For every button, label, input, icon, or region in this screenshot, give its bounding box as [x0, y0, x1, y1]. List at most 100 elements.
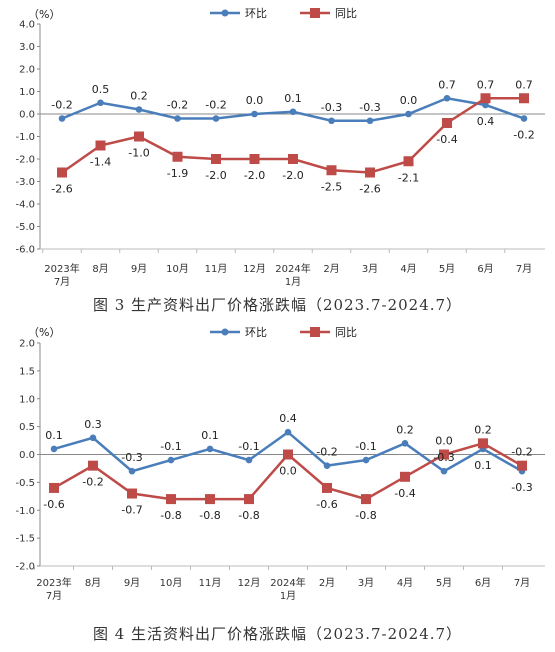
data-point-0: [362, 456, 370, 464]
data-point-0: [440, 467, 448, 475]
y-tick-label: -1.0: [15, 506, 35, 517]
data-label-0: -0.3: [359, 101, 380, 114]
data-point-1: [326, 165, 337, 176]
legend-marker-0: [221, 328, 229, 336]
data-label-0: 0.2: [396, 423, 414, 436]
legend-marker-1: [310, 8, 320, 18]
data-label-0: 0.3: [84, 418, 102, 431]
data-label-0: 0.4: [279, 412, 297, 425]
data-point-1: [517, 460, 527, 471]
y-tick-label: 2.0: [19, 65, 35, 76]
data-point-0: [482, 101, 489, 109]
x-tick-label: 11月: [199, 577, 222, 589]
x-tick-label: 3月: [362, 263, 378, 275]
data-label-1: 0.7: [477, 78, 495, 91]
x-tick-label: 4月: [400, 263, 416, 275]
x-tick-label: 7月: [516, 263, 532, 275]
chart-caption-living: 图 4 生活资料出厂价格涨跌幅（2023.7-2024.7）: [92, 625, 463, 643]
data-label-1: -0.6: [43, 498, 64, 511]
x-tick-label: 1月: [285, 276, 301, 288]
data-point-1: [283, 449, 293, 460]
data-label-0: 0.0: [400, 94, 418, 107]
data-label-1: -0.8: [199, 509, 220, 522]
data-point-1: [244, 494, 254, 505]
y-tick-label: -2.0: [15, 155, 35, 166]
data-point-1: [442, 118, 452, 128]
y-tick-label: 1.0: [19, 394, 35, 405]
x-tick-label: 12月: [243, 263, 266, 275]
data-label-0: 0.1: [284, 92, 302, 105]
data-label-0: -0.1: [238, 440, 259, 453]
data-label-0: -0.3: [511, 481, 532, 494]
y-tick-label: -1.0: [15, 132, 35, 143]
data-label-0: -0.2: [316, 446, 337, 459]
data-label-1: -0.4: [436, 133, 457, 146]
data-label-1: -0.8: [238, 509, 259, 522]
data-label-0: -0.1: [160, 440, 181, 453]
y-tick-label: 4.0: [19, 20, 35, 31]
data-point-0: [58, 115, 66, 122]
x-tick-label: 4月: [397, 577, 413, 589]
data-label-0: 0.7: [438, 78, 456, 91]
data-point-0: [284, 428, 292, 436]
legend-label-1: 同比: [335, 326, 357, 339]
x-tick-label: 2023年: [44, 262, 79, 275]
x-tick-label: 5月: [436, 577, 452, 589]
y-tick-label: -3.0: [15, 177, 35, 188]
y-tick-label: 0.0: [19, 110, 35, 121]
data-label-0: -0.2: [51, 99, 72, 112]
y-tick-label: -6.0: [15, 245, 35, 256]
data-label-1: 0.2: [474, 423, 492, 436]
data-label-1: -1.9: [167, 167, 188, 180]
data-label-0: -0.3: [433, 451, 454, 464]
x-tick-label: 8月: [85, 577, 101, 589]
data-label-1: -2.5: [321, 180, 342, 193]
y-tick-label: -4.0: [15, 200, 35, 211]
data-label-0: 0.2: [130, 90, 148, 103]
x-tick-label: 2023年: [36, 576, 71, 589]
y-tick-label: 2.0: [19, 339, 35, 350]
data-point-0: [401, 440, 409, 447]
data-point-0: [135, 106, 143, 113]
data-point-0: [97, 99, 104, 107]
data-label-0: -0.1: [355, 440, 376, 453]
legend-label-1: 同比: [335, 7, 357, 20]
data-label-1: -0.7: [121, 504, 142, 517]
x-tick-label: 3月: [358, 577, 374, 589]
y-tick-label: 1.5: [19, 366, 35, 377]
y-tick-label: 0.5: [19, 422, 35, 433]
data-point-1: [88, 460, 98, 471]
data-label-1: 0.0: [279, 465, 297, 478]
data-point-1: [49, 482, 59, 493]
data-point-1: [365, 167, 375, 178]
data-point-0: [328, 117, 335, 125]
x-tick-label: 11月: [205, 263, 228, 275]
y-tick-label: 1.0: [19, 87, 35, 98]
data-point-1: [288, 154, 298, 164]
data-point-1: [57, 167, 67, 178]
data-point-0: [443, 94, 451, 102]
data-label-1: -2.1: [398, 171, 419, 184]
data-point-0: [128, 467, 136, 475]
data-label-0: 0.4: [477, 115, 495, 128]
data-point-0: [50, 445, 58, 453]
data-point-1: [249, 154, 260, 164]
legend-label-0: 环比: [245, 326, 267, 339]
data-label-0: -0.2: [513, 129, 534, 142]
y-tick-label: -2.0: [15, 562, 35, 573]
data-point-1: [211, 154, 221, 164]
x-tick-label: 7月: [46, 590, 62, 602]
data-point-0: [167, 456, 175, 464]
data-label-0: -0.3: [121, 451, 142, 464]
data-label-0: 0.5: [92, 83, 110, 96]
legend-label-0: 环比: [245, 7, 267, 20]
data-label-1: -2.0: [244, 169, 265, 182]
x-tick-label: 6月: [477, 263, 493, 275]
data-point-1: [403, 156, 414, 167]
x-tick-label: 7月: [54, 276, 70, 288]
data-point-1: [127, 488, 137, 499]
data-point-1: [166, 494, 176, 505]
data-point-0: [212, 115, 220, 122]
x-tick-label: 9月: [131, 263, 147, 275]
data-point-0: [251, 110, 258, 118]
